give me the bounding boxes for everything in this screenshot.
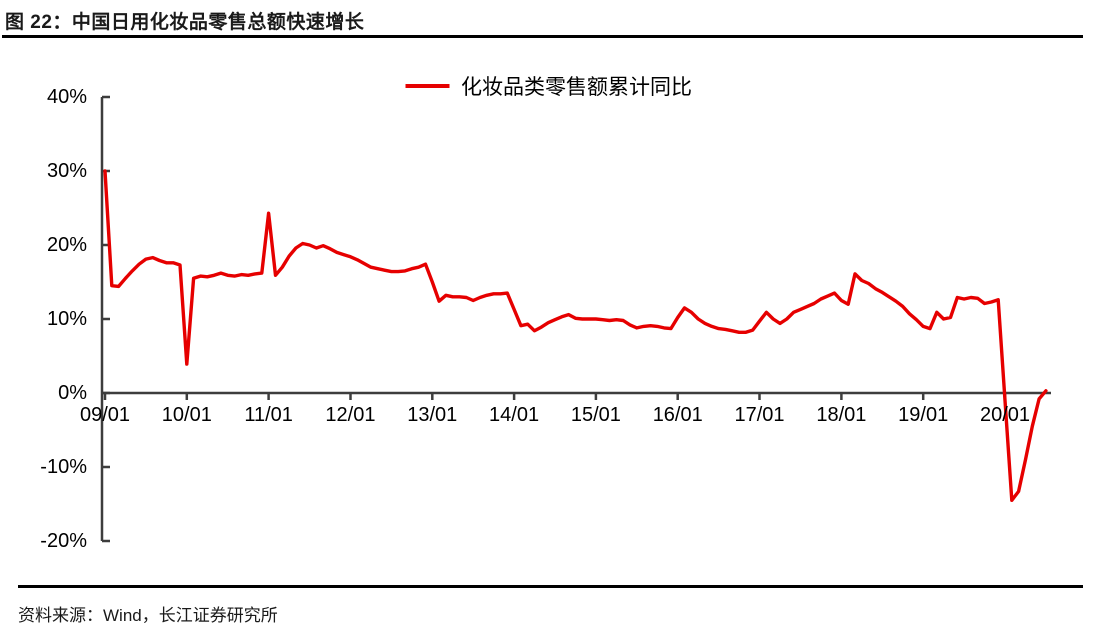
x-axis-tick-label: 20/01 — [979, 404, 1031, 426]
y-axis-tick-label: -20% — [40, 530, 87, 552]
figure-title: 图 22：中国日用化妆品零售总额快速增长 — [5, 12, 365, 33]
legend-label: 化妆品类零售额累计同比 — [461, 76, 692, 99]
y-axis-tick-label: 10% — [46, 308, 87, 330]
source-note: 资料来源：Wind，长江证券研究所 — [18, 606, 278, 625]
footer-rule — [18, 585, 1083, 588]
y-axis-tick-label: 30% — [46, 160, 87, 182]
series-line-cosmetics — [103, 169, 1048, 502]
x-axis-tick-label: 12/01 — [325, 404, 376, 426]
x-axis-tick-label: 16/01 — [652, 404, 703, 426]
x-axis-tick-label: 14/01 — [489, 404, 540, 426]
x-axis-tick-label: 15/01 — [570, 404, 621, 426]
x-axis-tick-label: 17/01 — [734, 404, 785, 426]
x-axis-tick-label: 19/01 — [898, 404, 949, 426]
y-axis-tick-label: 40% — [46, 86, 87, 108]
y-axis-tick-label: 0% — [58, 382, 87, 404]
chart-legend: 化妆品类零售额累计同比 — [405, 71, 692, 101]
x-axis-tick-label: 18/01 — [816, 404, 867, 426]
x-axis-tick-label: 10/01 — [161, 404, 212, 426]
x-axis-tick-label: 09/01 — [79, 404, 131, 426]
x-axis-tick-label: 11/01 — [244, 404, 293, 426]
legend-line-swatch — [405, 84, 449, 88]
title-underline — [2, 35, 1083, 38]
y-axis-tick-label: -10% — [40, 456, 87, 478]
x-axis-tick-label: 13/01 — [407, 404, 458, 426]
y-axis-tick-label: 20% — [46, 234, 87, 256]
